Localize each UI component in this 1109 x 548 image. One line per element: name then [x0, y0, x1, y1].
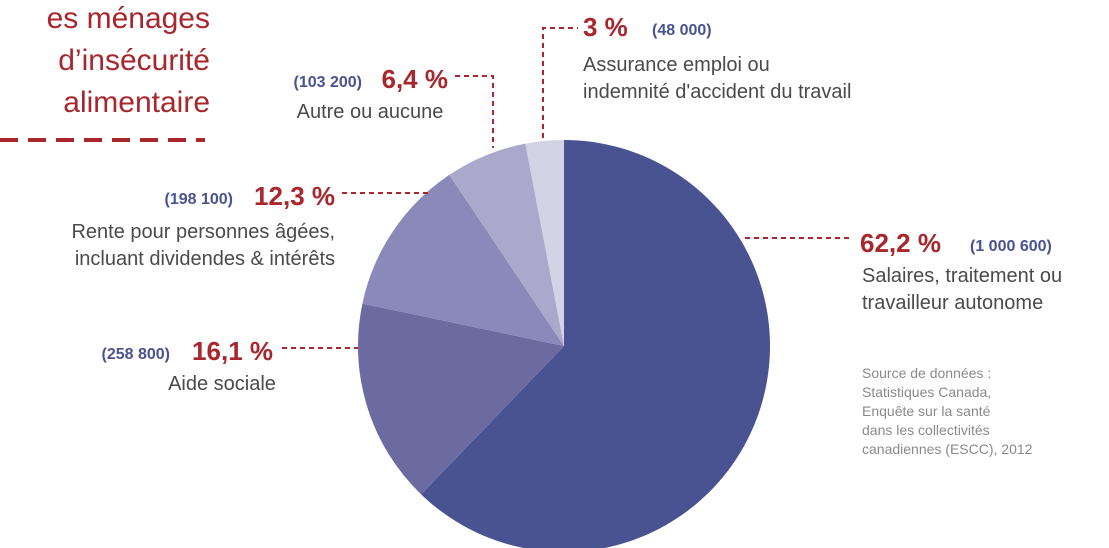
count-label: (258 800) [102, 346, 171, 363]
value-label: 12,3 % [254, 181, 335, 211]
chart-title: d’insécurité [58, 44, 210, 77]
source-note: canadiennes (ESCC), 2012 [862, 441, 1033, 457]
category-label: Autre ou aucune [297, 101, 444, 123]
value-label: 62,2 % [860, 228, 941, 258]
count-label: (1 000 600) [970, 238, 1052, 255]
source-note: Source de données : [862, 365, 991, 381]
category-label: travailleur autonome [862, 292, 1043, 314]
category-label: Assurance emploi ou [583, 54, 770, 76]
leader-line [542, 27, 578, 138]
chart-title: alimentaire [63, 86, 210, 119]
count-label: (48 000) [652, 22, 712, 39]
value-label: 16,1 % [192, 336, 273, 366]
pie-slice [358, 303, 564, 495]
value-label: 3 % [583, 12, 628, 42]
category-label: Salaires, traitement ou [862, 265, 1062, 287]
chart-title: es ménages [47, 2, 210, 35]
pie-slice [525, 140, 564, 346]
leader-line [455, 75, 494, 148]
source-note: dans les collectivités [862, 422, 990, 438]
source-note: Statistiques Canada, [862, 384, 991, 400]
category-label: indemnité d'accident du travail [583, 81, 851, 103]
source-note: Enquête sur la santé [862, 403, 991, 419]
count-label: (198 100) [165, 191, 234, 208]
category-label: incluant dividendes & intérêts [75, 248, 335, 270]
count-label: (103 200) [294, 74, 363, 91]
pie-slice [449, 143, 564, 346]
pie-slice [362, 174, 564, 346]
pie-slice [421, 140, 770, 548]
category-label: Rente pour personnes âgées, [71, 221, 335, 243]
category-label: Aide sociale [168, 373, 276, 395]
value-label: 6,4 % [382, 64, 449, 94]
